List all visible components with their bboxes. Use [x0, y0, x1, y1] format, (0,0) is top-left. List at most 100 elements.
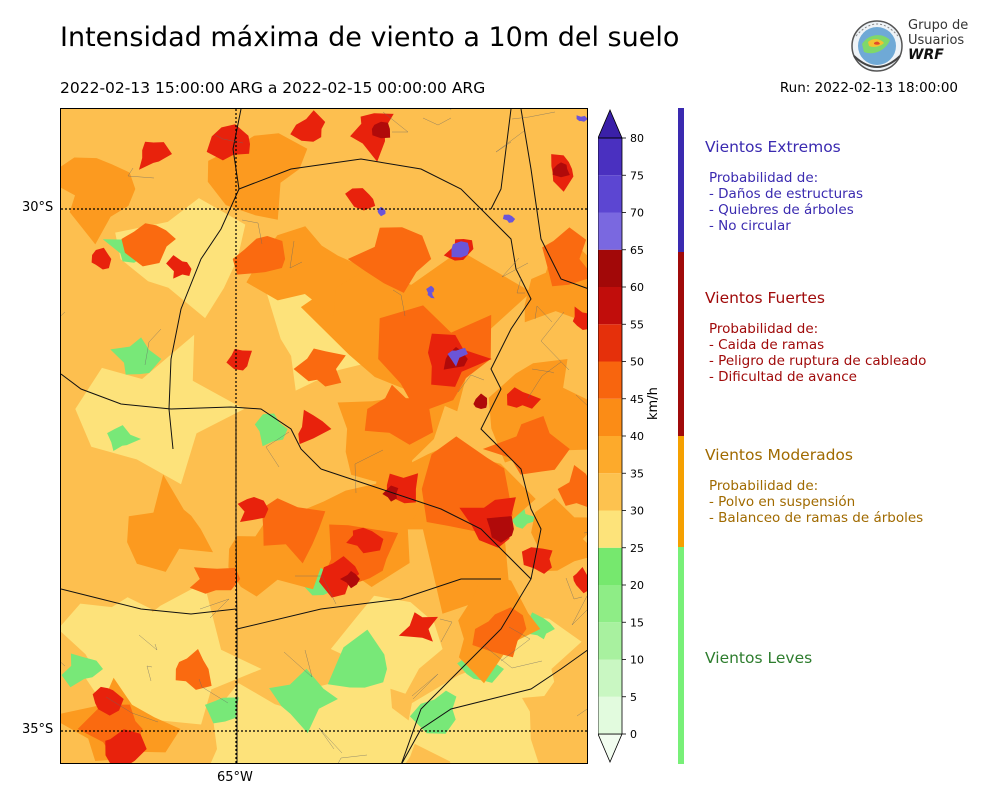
wind-area-extremo [427, 291, 435, 299]
colorbar-swatch [598, 585, 622, 623]
wind-area-darkred [340, 571, 360, 589]
province-border [320, 468, 532, 580]
colorbar-tick-label: 50 [630, 356, 644, 369]
wind-area-low [61, 597, 158, 679]
category-leves: Vientos Leves [705, 649, 812, 681]
department-border [198, 678, 229, 704]
colorbar-swatch [598, 473, 622, 511]
legend-bar-leves [678, 547, 684, 764]
category-line: - Quiebres de árboles [709, 202, 854, 218]
province-border [168, 109, 242, 450]
category-line: Probabilidad de: [709, 170, 819, 186]
colorbar-swatch [598, 622, 622, 660]
colorbar-swatch [598, 361, 622, 399]
globe-icon [851, 20, 903, 72]
category-line: - Polvo en suspensión [709, 494, 856, 510]
province-border [61, 373, 322, 470]
department-border [516, 277, 525, 294]
wind-area-leves [107, 425, 141, 451]
colorbar-swatch [598, 324, 622, 362]
wind-area-darkred [552, 162, 570, 178]
wind-area-deep [542, 227, 587, 287]
category-line: - No circular [709, 218, 791, 234]
logo-line-1: Grupo de [908, 18, 969, 33]
department-border [457, 374, 485, 393]
department-border [527, 361, 562, 399]
wind-area-red [105, 729, 147, 763]
colorbar-tick-label: 60 [630, 281, 644, 294]
wind-area-red [166, 255, 192, 279]
colorbar-swatch [598, 659, 622, 697]
wind-area-leves [61, 653, 103, 688]
colorbar-tick-label: 45 [630, 393, 644, 406]
wind-area-red [226, 349, 252, 371]
wind-area-red [521, 547, 553, 574]
wind-area-red [398, 612, 438, 642]
colorbar-extend-low [597, 733, 623, 764]
category-title: Vientos Leves [705, 649, 813, 667]
wind-area-leves [110, 337, 162, 375]
category-line: - Balanceo de ramas de árboles [709, 510, 924, 526]
wind-area-red [319, 556, 360, 598]
department-border [295, 575, 337, 605]
province-border [238, 158, 542, 763]
page-title: Intensidad máxima de viento a 10m del su… [60, 22, 680, 53]
category-moderados: Vientos Moderados Probabilidad de: - Pol… [705, 446, 923, 526]
wind-area-red [290, 110, 326, 142]
department-border [138, 634, 158, 651]
colorbar-tick-label: 20 [630, 579, 644, 592]
colorbar-swatch [598, 287, 622, 325]
legend-bar-moderados [678, 436, 684, 547]
wind-area-darkred [371, 121, 391, 139]
colorbar-tick-label: 65 [630, 244, 644, 257]
wind-area-deep [347, 227, 432, 293]
wind-area-red [139, 141, 172, 170]
wind-area-deep [557, 465, 587, 507]
colorbar-swatch [598, 510, 622, 548]
department-border [482, 644, 543, 669]
logo-line-3: WRF [908, 47, 944, 63]
colorbar-swatch [598, 212, 622, 250]
department-border [354, 449, 384, 494]
category-line: - Daños de estructuras [709, 186, 864, 202]
department-border [241, 219, 263, 245]
wind-area-low [266, 285, 385, 391]
colorbar-swatch [598, 175, 622, 213]
wind-area-red [237, 497, 269, 522]
department-border [338, 754, 368, 763]
wind-area-deep [364, 384, 434, 445]
wind-area-leves [409, 690, 457, 734]
wind-area-deep [189, 567, 241, 594]
wind-area-extremo [576, 115, 587, 122]
wind-area-leves [327, 629, 387, 688]
department-border [571, 595, 587, 626]
wind-area-orange [61, 157, 136, 245]
wrf-users-logo: Grupo de Usuarios WRF [848, 16, 978, 76]
colorbar-tick-label: 0 [630, 728, 637, 741]
logo-line-2: Usuarios [908, 33, 965, 48]
wind-area-low [79, 582, 262, 725]
department-border [531, 368, 555, 374]
colorbar-swatch [598, 138, 622, 176]
department-border [199, 598, 230, 619]
wind-area-deep [232, 236, 286, 275]
colorbar-unit: km/h [646, 387, 661, 420]
wind-area-deep [121, 223, 176, 267]
wind-area-red [298, 409, 332, 445]
wind-area-extremo [447, 347, 468, 367]
wind-area-orange [488, 359, 587, 463]
wind-area-red [206, 124, 250, 161]
wind-area-red [92, 686, 124, 716]
colorbar-tick-label: 10 [630, 654, 644, 667]
wind-area-red [91, 247, 112, 270]
department-border [576, 708, 587, 717]
colorbar-swatch [598, 547, 622, 585]
category-title: Vientos Fuertes [705, 289, 825, 307]
category-title: Vientos Extremos [705, 138, 841, 156]
colorbar-tick-label: 55 [630, 318, 644, 331]
colorbar-extend-high [597, 108, 623, 139]
department-border [511, 111, 556, 120]
department-border [501, 257, 529, 278]
province-border [520, 109, 587, 289]
colorbar-tick-label: 25 [630, 542, 644, 555]
